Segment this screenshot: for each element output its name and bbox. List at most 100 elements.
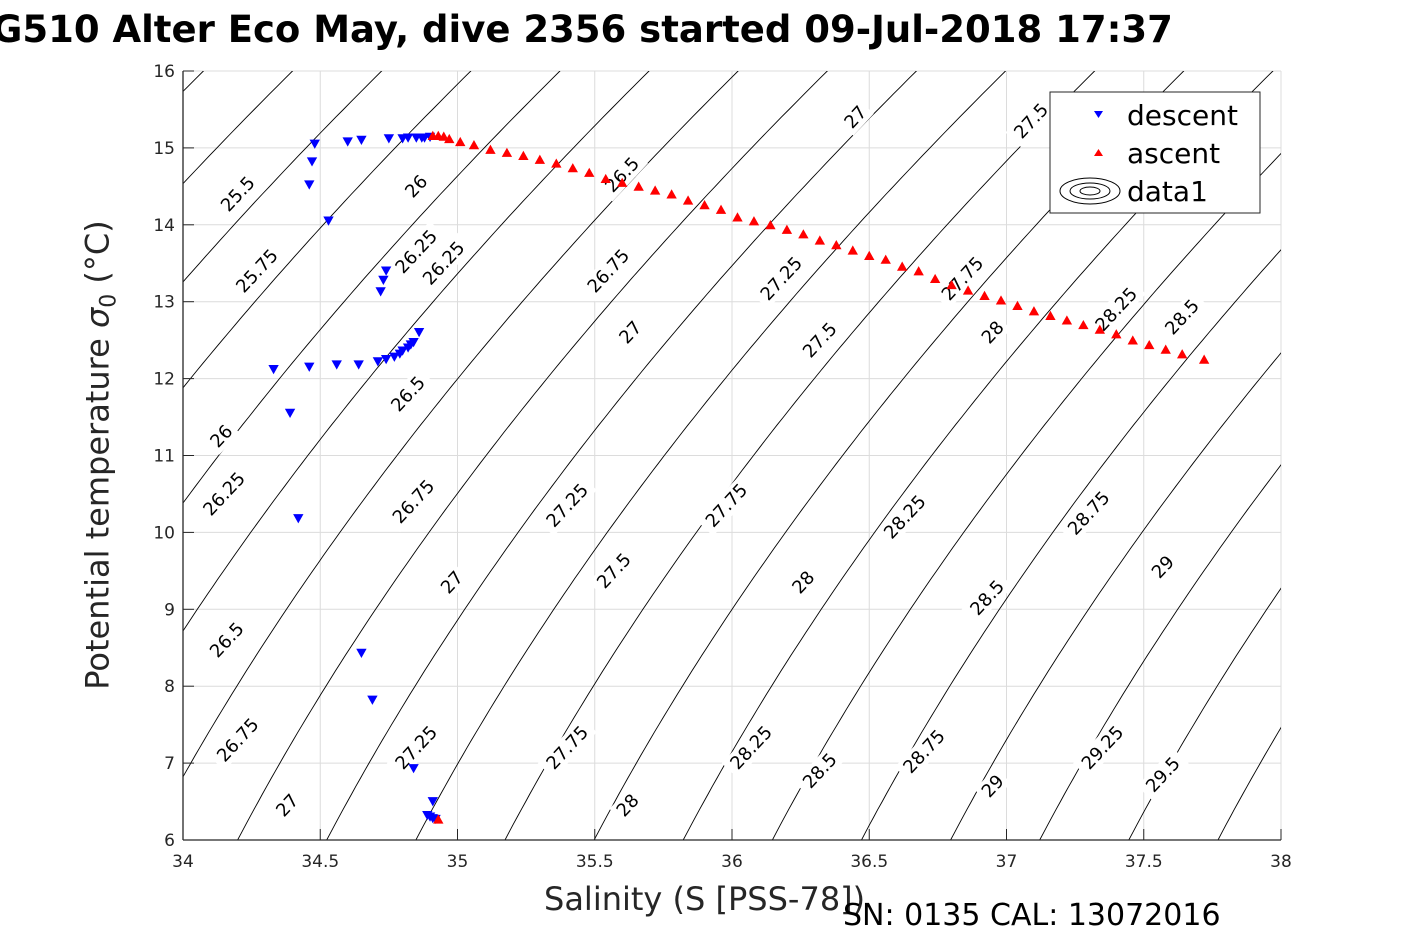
contour-label: 28.5 (794, 744, 846, 798)
ascent-point (929, 273, 941, 284)
legend-item-data1[interactable]: data1 (1059, 175, 1208, 208)
y-tick-label: 7 (164, 754, 175, 774)
x-tick-label: 37.5 (1125, 852, 1163, 872)
isopycnal-line (326, 71, 918, 840)
contour-label-text: 26 (401, 171, 432, 202)
contour-label: 28 (974, 313, 1012, 351)
y-axis-label-subscript: 0 (96, 293, 122, 308)
contour-label: 28.5 (1156, 290, 1208, 344)
contour-label-text: 29 (1148, 552, 1179, 583)
contour-label-bg (201, 613, 253, 667)
y-axis-label: Potential temperature σ0 (°C) (78, 220, 121, 689)
y-tick-label: 16 (153, 62, 175, 82)
ascent-point (518, 150, 529, 160)
descent-point (380, 266, 392, 276)
x-tick-label: 36 (721, 852, 743, 872)
descent-point (309, 139, 320, 149)
triangle-up-icon (1094, 149, 1103, 156)
contour-label: 28 (785, 563, 822, 601)
legend-box (1049, 91, 1261, 214)
contour-label: 27 (433, 563, 471, 601)
x-axis-label: Salinity (S [PSS-78]) (544, 880, 866, 918)
isopycnal-line (1299, 56, 1417, 856)
ascent-point (979, 290, 990, 300)
ascent-point (468, 140, 480, 150)
legend-item-ascent[interactable]: ascent (1094, 137, 1220, 170)
isopycnal-line (415, 71, 1007, 840)
x-tick-label: 35 (447, 852, 469, 872)
isopycnal-line (1128, 587, 1281, 840)
ascent-point (1127, 335, 1138, 345)
ascent-point (567, 163, 578, 173)
contour-label-bg (1073, 717, 1133, 779)
descent-point (408, 764, 419, 774)
legend-label: data1 (1127, 175, 1208, 208)
descent-point (408, 338, 419, 348)
isopycnal-line (1388, 56, 1417, 856)
isopycnal-line (0, 56, 41, 856)
contour-label: 28.25 (721, 717, 781, 779)
descent-point (304, 180, 315, 190)
contour-label-bg (578, 240, 639, 302)
contour-label-bg (1059, 482, 1119, 544)
y-tick-label: 6 (164, 831, 175, 851)
isopycnal-line (860, 249, 1281, 840)
ascent-point (1144, 339, 1155, 350)
x-tick-label: 37 (996, 852, 1018, 872)
ascent-point (1028, 306, 1040, 316)
contour-label: 25.5 (212, 167, 264, 221)
contour-label: 27.5 (1005, 94, 1057, 148)
y-tick-label: 8 (164, 677, 175, 697)
ascent-point (1045, 310, 1056, 320)
contour-icon-ring (1059, 177, 1121, 205)
ascent-point (501, 147, 513, 157)
contour-label-text: 26.75 (213, 714, 264, 766)
legend-item-descent[interactable]: descent (1094, 99, 1238, 132)
y-tick-label: 12 (153, 370, 175, 390)
y-axis-label-symbol: σ (78, 307, 117, 329)
descent-point (356, 648, 367, 658)
legend[interactable]: descent ascent data1 (1049, 91, 1261, 214)
ascent-point (831, 239, 842, 250)
contour-label-bg (398, 167, 435, 205)
ascent-point (864, 250, 875, 260)
ascent-point (1061, 315, 1073, 325)
ascent-point (455, 136, 466, 147)
contour-label: 26.75 (384, 471, 444, 533)
y-tick-label: 9 (164, 600, 175, 620)
contour-clip-group (0, 56, 1417, 856)
contour-label: 26.5 (382, 367, 434, 421)
contour-label-bg (208, 709, 268, 771)
contour-label-bg (588, 544, 640, 598)
ascent-point (666, 189, 677, 199)
data-series (268, 130, 1210, 825)
contour-label: 27 (837, 98, 874, 136)
contour-label-bg (1137, 748, 1189, 802)
contour-label-text: 28.75 (1064, 488, 1115, 540)
descent-point (375, 287, 386, 297)
contour-label: 27.25 (537, 474, 597, 537)
legend-label: descent (1127, 99, 1238, 132)
ascent-point (534, 154, 546, 164)
ascent-point (438, 131, 449, 141)
contour-label: 26.5 (596, 148, 648, 202)
contour-label: 27.5 (794, 313, 846, 367)
x-tick-label: 35.5 (576, 852, 614, 872)
x-tick-label: 36.5 (850, 852, 888, 872)
contour-label-bg (794, 744, 846, 798)
descent-point (304, 362, 315, 372)
contour-label: 26.25 (194, 463, 254, 525)
x-tick-label: 38 (1270, 852, 1292, 872)
contour-label-bg (974, 313, 1012, 351)
contour-label-text: 28.25 (880, 491, 931, 543)
isopycnal-line (950, 352, 1281, 840)
contour-label-bg (414, 232, 474, 294)
contour-label-bg (875, 486, 935, 548)
contour-label-bg (894, 721, 954, 783)
isopycnal-contours (0, 56, 1417, 856)
y-tick-label: 13 (153, 293, 175, 313)
contour-label: 26.75 (578, 240, 639, 302)
contour-label-text: 27.75 (938, 253, 989, 305)
contour-label: 29.25 (1073, 717, 1133, 779)
ascent-point (1111, 329, 1122, 339)
